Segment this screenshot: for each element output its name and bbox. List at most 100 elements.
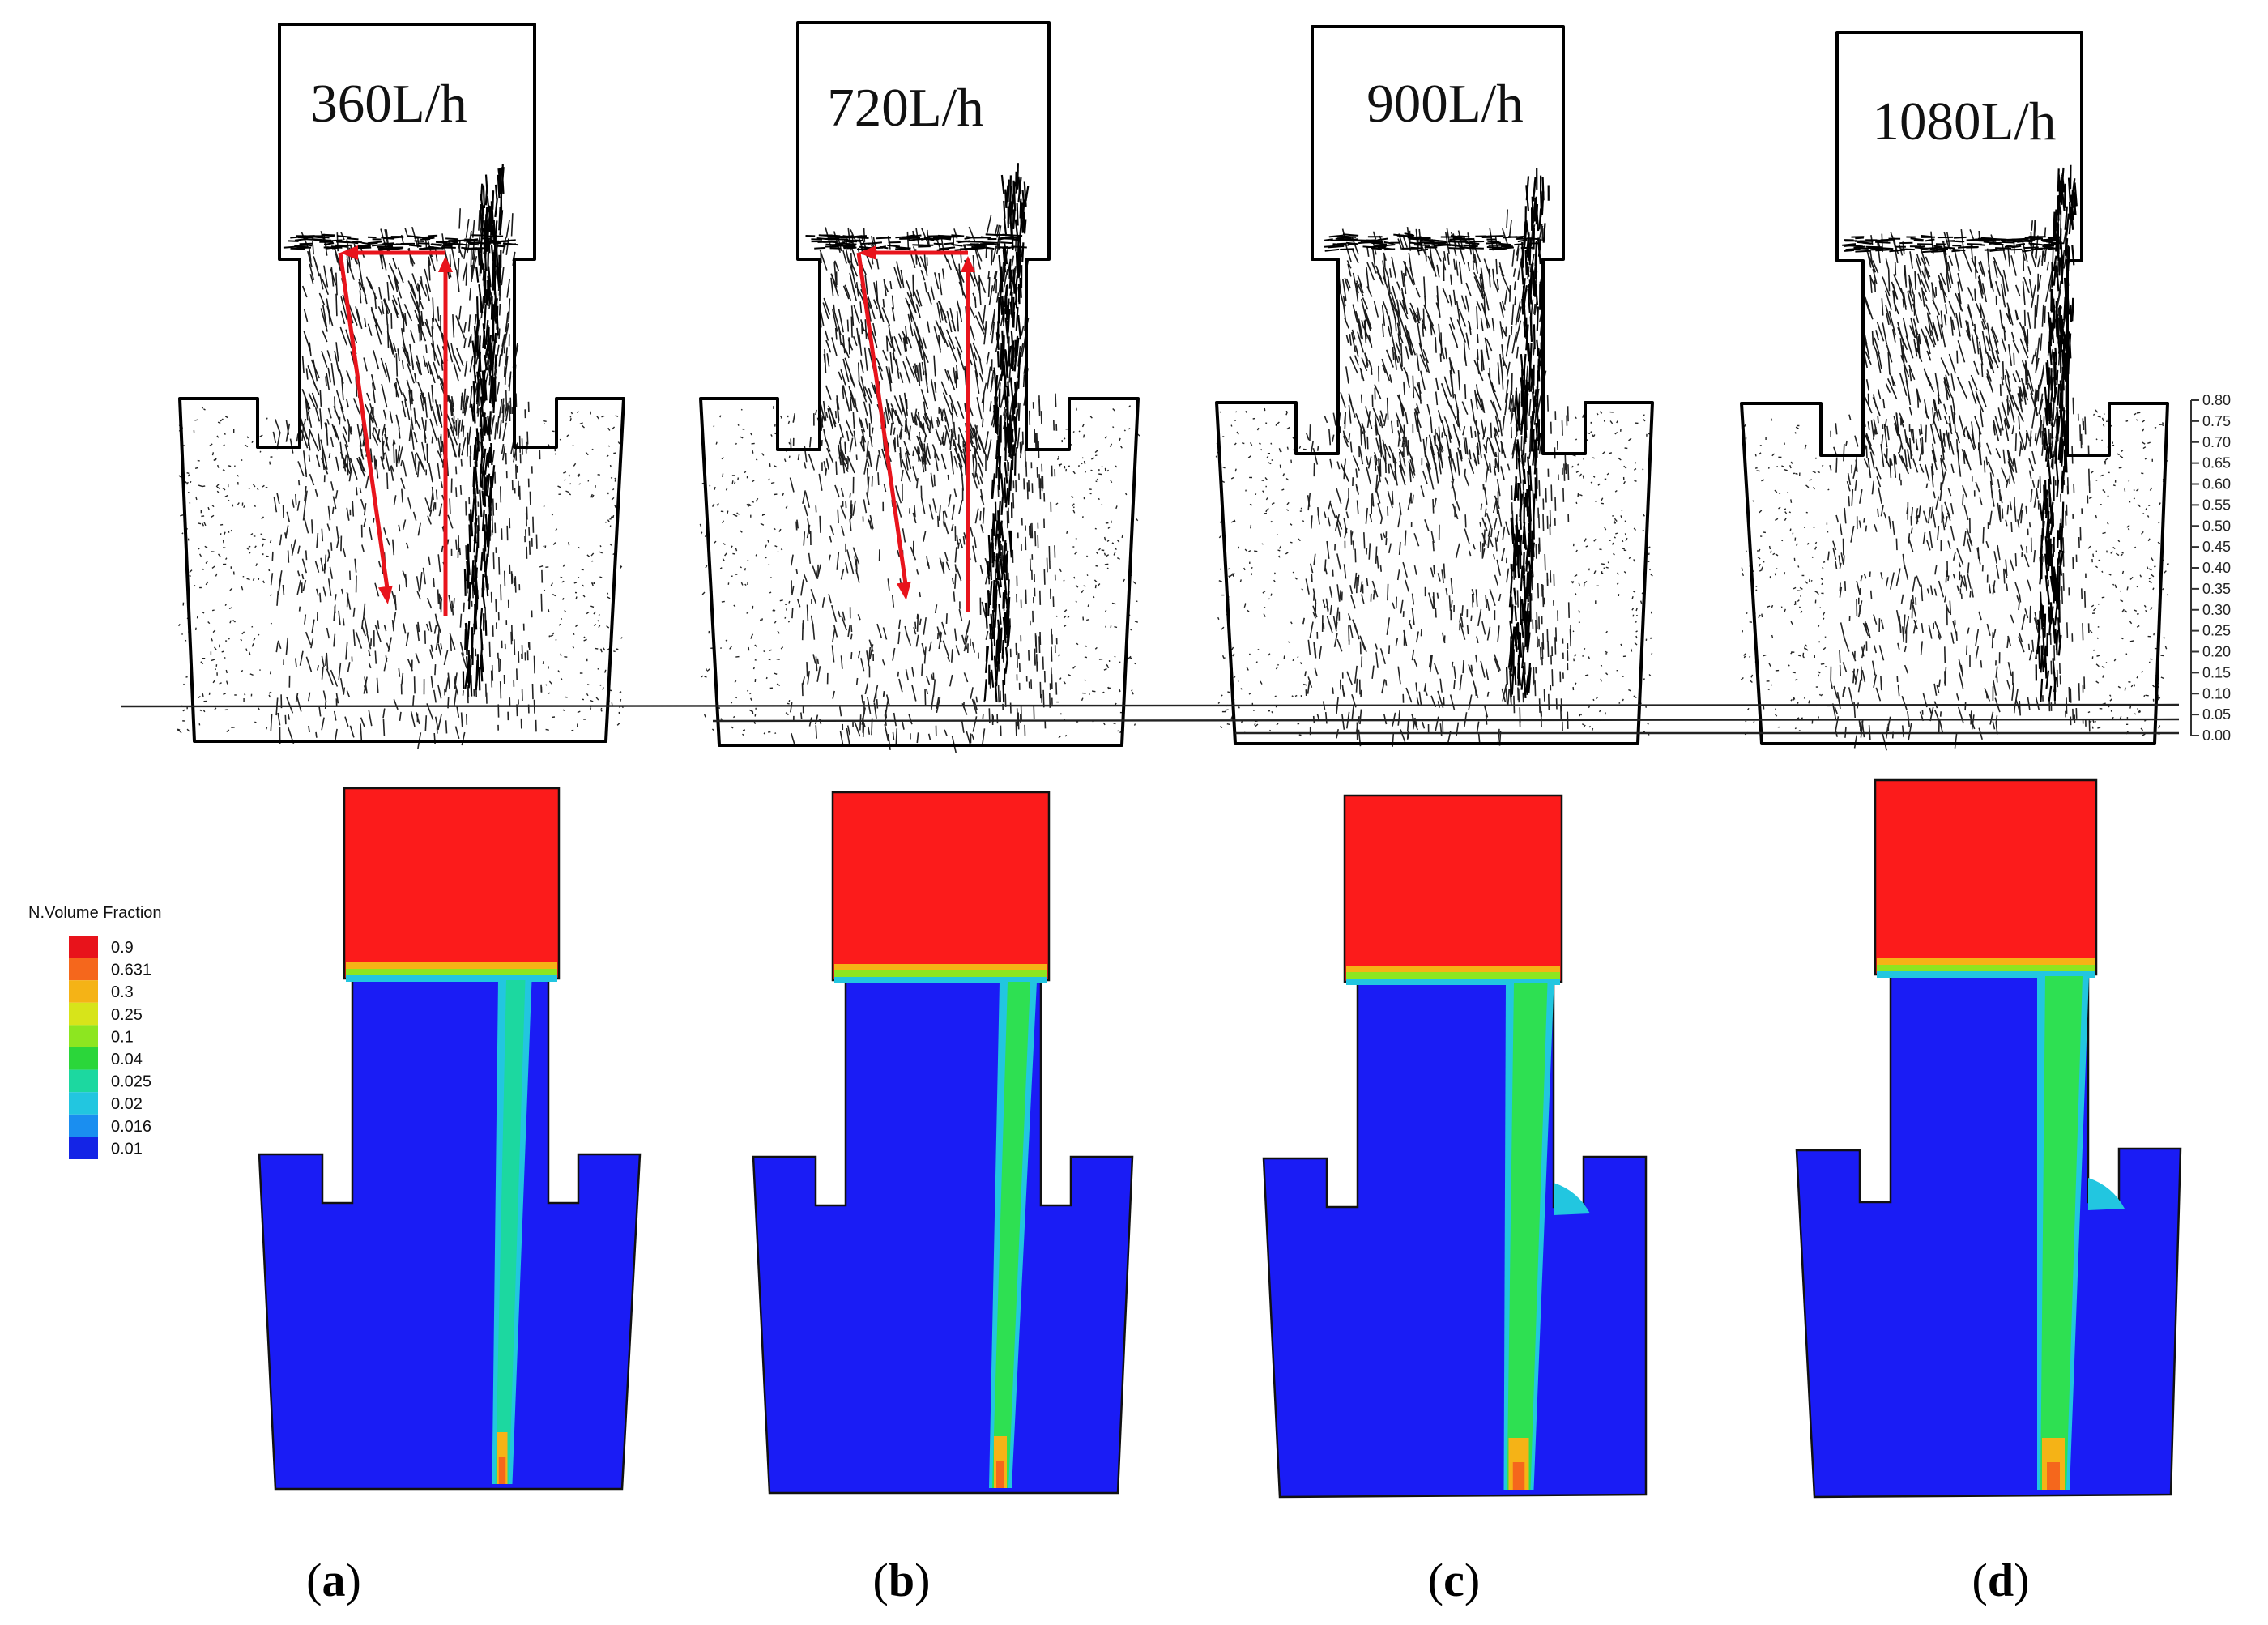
arrow-head [961, 256, 975, 272]
velocity-panel-b: 720L/h [699, 21, 1140, 753]
velocity-vectors [699, 214, 1140, 753]
legend-label: 0.631 [111, 962, 151, 979]
scale-tick-label: 0.80 [2202, 392, 2231, 408]
legend-swatch [69, 1025, 98, 1047]
legend-swatch [69, 936, 98, 958]
jet-column [805, 163, 1030, 703]
legend-label: 0.02 [111, 1095, 143, 1113]
top-phase-region [831, 791, 1051, 982]
scale-tick-label: 0.25 [2202, 623, 2231, 639]
arrow-head [438, 256, 453, 272]
flow-rate-label: 720L/h [827, 78, 984, 138]
vessel-outline [1215, 25, 1654, 745]
scale-tick-label: 0.50 [2202, 518, 2231, 534]
legend-label: 0.01 [111, 1140, 143, 1158]
velocity-vectors [177, 208, 624, 749]
scale-tick-label: 0.15 [2202, 664, 2231, 680]
panel-caption: (a) [306, 1554, 361, 1606]
plume [1503, 983, 1590, 1490]
legend-swatch [69, 958, 98, 981]
arrow-head [859, 245, 876, 260]
volume-fraction-row [258, 778, 2182, 1499]
scale-tick-label: 0.75 [2202, 413, 2231, 429]
legend-title: N.Volume Fraction [28, 904, 162, 922]
fluid-region [1795, 973, 2182, 1499]
vessel-outline [699, 21, 1140, 747]
panel-caption: (b) [873, 1554, 931, 1606]
top-phase-region [1874, 778, 2098, 976]
arrow-head [340, 245, 358, 260]
scale-tick-label: 0.35 [2202, 581, 2231, 597]
scale-tick-label: 0.70 [2202, 434, 2231, 450]
velocity-panel-a: 360L/h [177, 23, 625, 749]
legend-label: 0.016 [111, 1118, 151, 1136]
scale-tick-label: 0.60 [2202, 476, 2231, 493]
legend-swatch [69, 1069, 98, 1093]
scale-tick-label: 0.05 [2202, 706, 2231, 723]
interface-layer [1346, 966, 1560, 985]
vortex-annotation [856, 245, 975, 612]
scale-tick-label: 0.40 [2202, 560, 2231, 576]
legend-swatch [69, 980, 98, 1003]
volume-fraction-legend: N.Volume Fraction 0.9 0.631 0.3 0.25 0.1 0.04 0… [28, 904, 162, 1159]
velocity-vectors [1215, 209, 1653, 747]
reference-lines [121, 703, 2180, 735]
scale-tick-label: 0.65 [2202, 455, 2231, 471]
fluid-region [1262, 980, 1648, 1499]
legend-swatch [69, 1092, 98, 1115]
interface-layer [1877, 958, 2095, 978]
flow-rate-label: 1080L/h [1872, 92, 2056, 151]
jet-column [283, 164, 519, 697]
reference-line [712, 718, 2180, 723]
scale-tick-label: 0.10 [2202, 685, 2231, 702]
legend-swatch [69, 1002, 98, 1026]
interface-layer [834, 964, 1047, 983]
flow-rate-label: 360L/h [310, 74, 467, 134]
panel-captions: (a) (b) (c) (d) [306, 1554, 2029, 1606]
velocity-vector-row: 360L/h 720L/h 900L/h 1080L/h [177, 21, 2169, 753]
volume-fraction-panel-c [1262, 794, 1648, 1499]
plume [2037, 976, 2125, 1490]
plume-core [2040, 976, 2083, 1490]
legend-label: 0.025 [111, 1073, 151, 1091]
arrow-head [377, 585, 393, 604]
scale-tick-label: 0.20 [2202, 644, 2231, 660]
flow-rate-label: 900L/h [1366, 74, 1524, 134]
panel-caption: (c) [1428, 1554, 1480, 1606]
scale-tick-label: 0.00 [2202, 727, 2231, 744]
vessel-outline [1740, 31, 2169, 745]
top-phase-region [343, 787, 561, 980]
vessel-outline [178, 23, 625, 743]
legend-label: 0.25 [111, 1006, 143, 1024]
legend-label: 0.1 [111, 1028, 134, 1046]
legend-label: 0.04 [111, 1051, 143, 1068]
velocity-panel-d: 1080L/h [1740, 31, 2169, 751]
vortex-annotation [338, 245, 453, 616]
panel-caption: (d) [1972, 1554, 2030, 1606]
velocity-vectors [1740, 210, 2169, 751]
fluid-region [752, 979, 1134, 1495]
fluid-region [258, 977, 642, 1491]
reference-line [121, 703, 2180, 708]
legend-label: 0.9 [111, 939, 134, 957]
plume [989, 982, 1037, 1488]
scale-tick-label: 0.30 [2202, 602, 2231, 618]
side-spill [2088, 1178, 2125, 1210]
jet-column [1324, 168, 1550, 698]
legend-swatch [69, 1047, 98, 1070]
scale-tick-label: 0.55 [2202, 497, 2231, 513]
height-scale: 0.80 0.75 0.70 0.65 0.60 0.55 0.50 0.45 0.40 0.35… [2190, 392, 2231, 744]
volume-fraction-panel-a [258, 787, 642, 1491]
side-spill [1554, 1183, 1590, 1215]
plume-core [992, 982, 1030, 1488]
volume-fraction-panel-d [1795, 778, 2182, 1499]
scale-tick-label: 0.45 [2202, 539, 2231, 555]
arrow-head [896, 581, 911, 600]
legend-label: 0.3 [111, 983, 134, 1001]
velocity-panel-c: 900L/h [1215, 25, 1654, 747]
volume-fraction-panel-b [752, 791, 1134, 1495]
top-phase-region [1343, 794, 1563, 983]
plume-core [495, 980, 526, 1484]
